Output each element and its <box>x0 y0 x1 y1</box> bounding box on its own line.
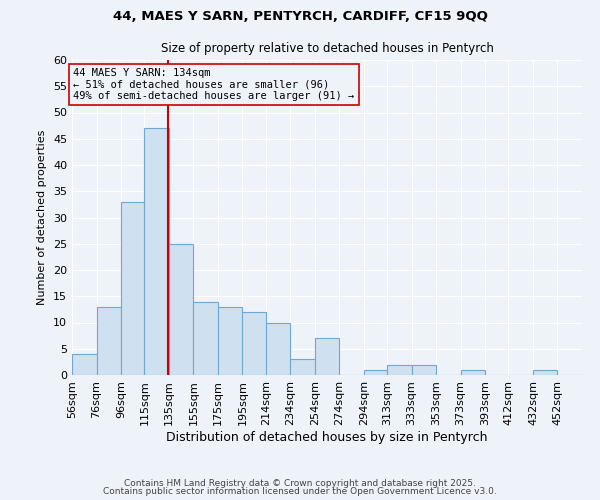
Bar <box>97 306 121 375</box>
Text: 44, MAES Y SARN, PENTYRCH, CARDIFF, CF15 9QQ: 44, MAES Y SARN, PENTYRCH, CARDIFF, CF15… <box>113 10 487 23</box>
Bar <box>169 244 193 375</box>
Text: 44 MAES Y SARN: 134sqm
← 51% of detached houses are smaller (96)
49% of semi-det: 44 MAES Y SARN: 134sqm ← 51% of detached… <box>73 68 355 101</box>
Bar <box>315 338 339 375</box>
Bar <box>387 364 412 375</box>
Bar <box>364 370 387 375</box>
Bar <box>145 128 169 375</box>
Text: Contains HM Land Registry data © Crown copyright and database right 2025.: Contains HM Land Registry data © Crown c… <box>124 478 476 488</box>
Bar <box>218 306 242 375</box>
Title: Size of property relative to detached houses in Pentyrch: Size of property relative to detached ho… <box>161 42 493 54</box>
Bar <box>290 359 315 375</box>
X-axis label: Distribution of detached houses by size in Pentyrch: Distribution of detached houses by size … <box>166 430 488 444</box>
Bar <box>121 202 145 375</box>
Y-axis label: Number of detached properties: Number of detached properties <box>37 130 47 305</box>
Bar <box>72 354 97 375</box>
Bar <box>266 322 290 375</box>
Bar <box>242 312 266 375</box>
Bar <box>193 302 218 375</box>
Bar <box>412 364 436 375</box>
Bar <box>533 370 557 375</box>
Bar <box>461 370 485 375</box>
Text: Contains public sector information licensed under the Open Government Licence v3: Contains public sector information licen… <box>103 487 497 496</box>
